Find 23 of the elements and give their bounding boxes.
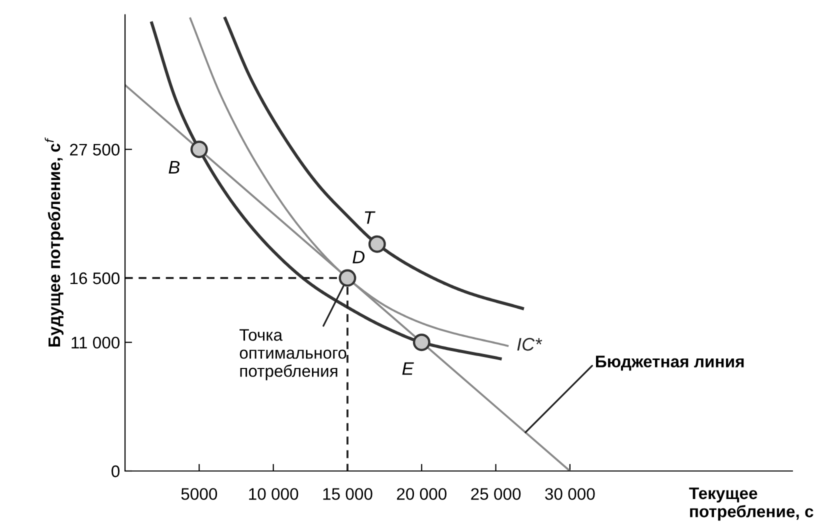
annotation: T: [364, 211, 376, 224]
annotation: B: [168, 161, 180, 174]
x-tick-label: 30 000: [545, 488, 595, 500]
x-tick-label: 20 000: [396, 488, 446, 500]
x-tick-label: 5000: [181, 488, 218, 500]
point: [338, 269, 356, 287]
y-axis-title: Будущее потребление, c$^{f}$: [44, 137, 64, 346]
point: [190, 140, 208, 158]
x-tick-label: 10 000: [249, 488, 298, 500]
annotation: Точка оптимального потребления: [240, 329, 346, 380]
annotation: Бюджетная линия: [596, 356, 744, 371]
x-axis-title: Текущее потребление, c: [689, 488, 814, 521]
series-label: IC*: [517, 338, 542, 351]
y-tick-label: 27 500: [70, 144, 120, 156]
y-tick-label: 16 500: [70, 272, 120, 284]
x-tick-label: 15 000: [323, 488, 372, 500]
x-tick-label: 25 000: [471, 488, 521, 500]
y-tick-label: 11 000: [72, 336, 120, 349]
annotation: E: [402, 362, 414, 375]
point: [412, 334, 430, 352]
annotation: D: [352, 250, 365, 264]
point: [368, 235, 386, 253]
y-tick-label: 0: [112, 465, 120, 478]
